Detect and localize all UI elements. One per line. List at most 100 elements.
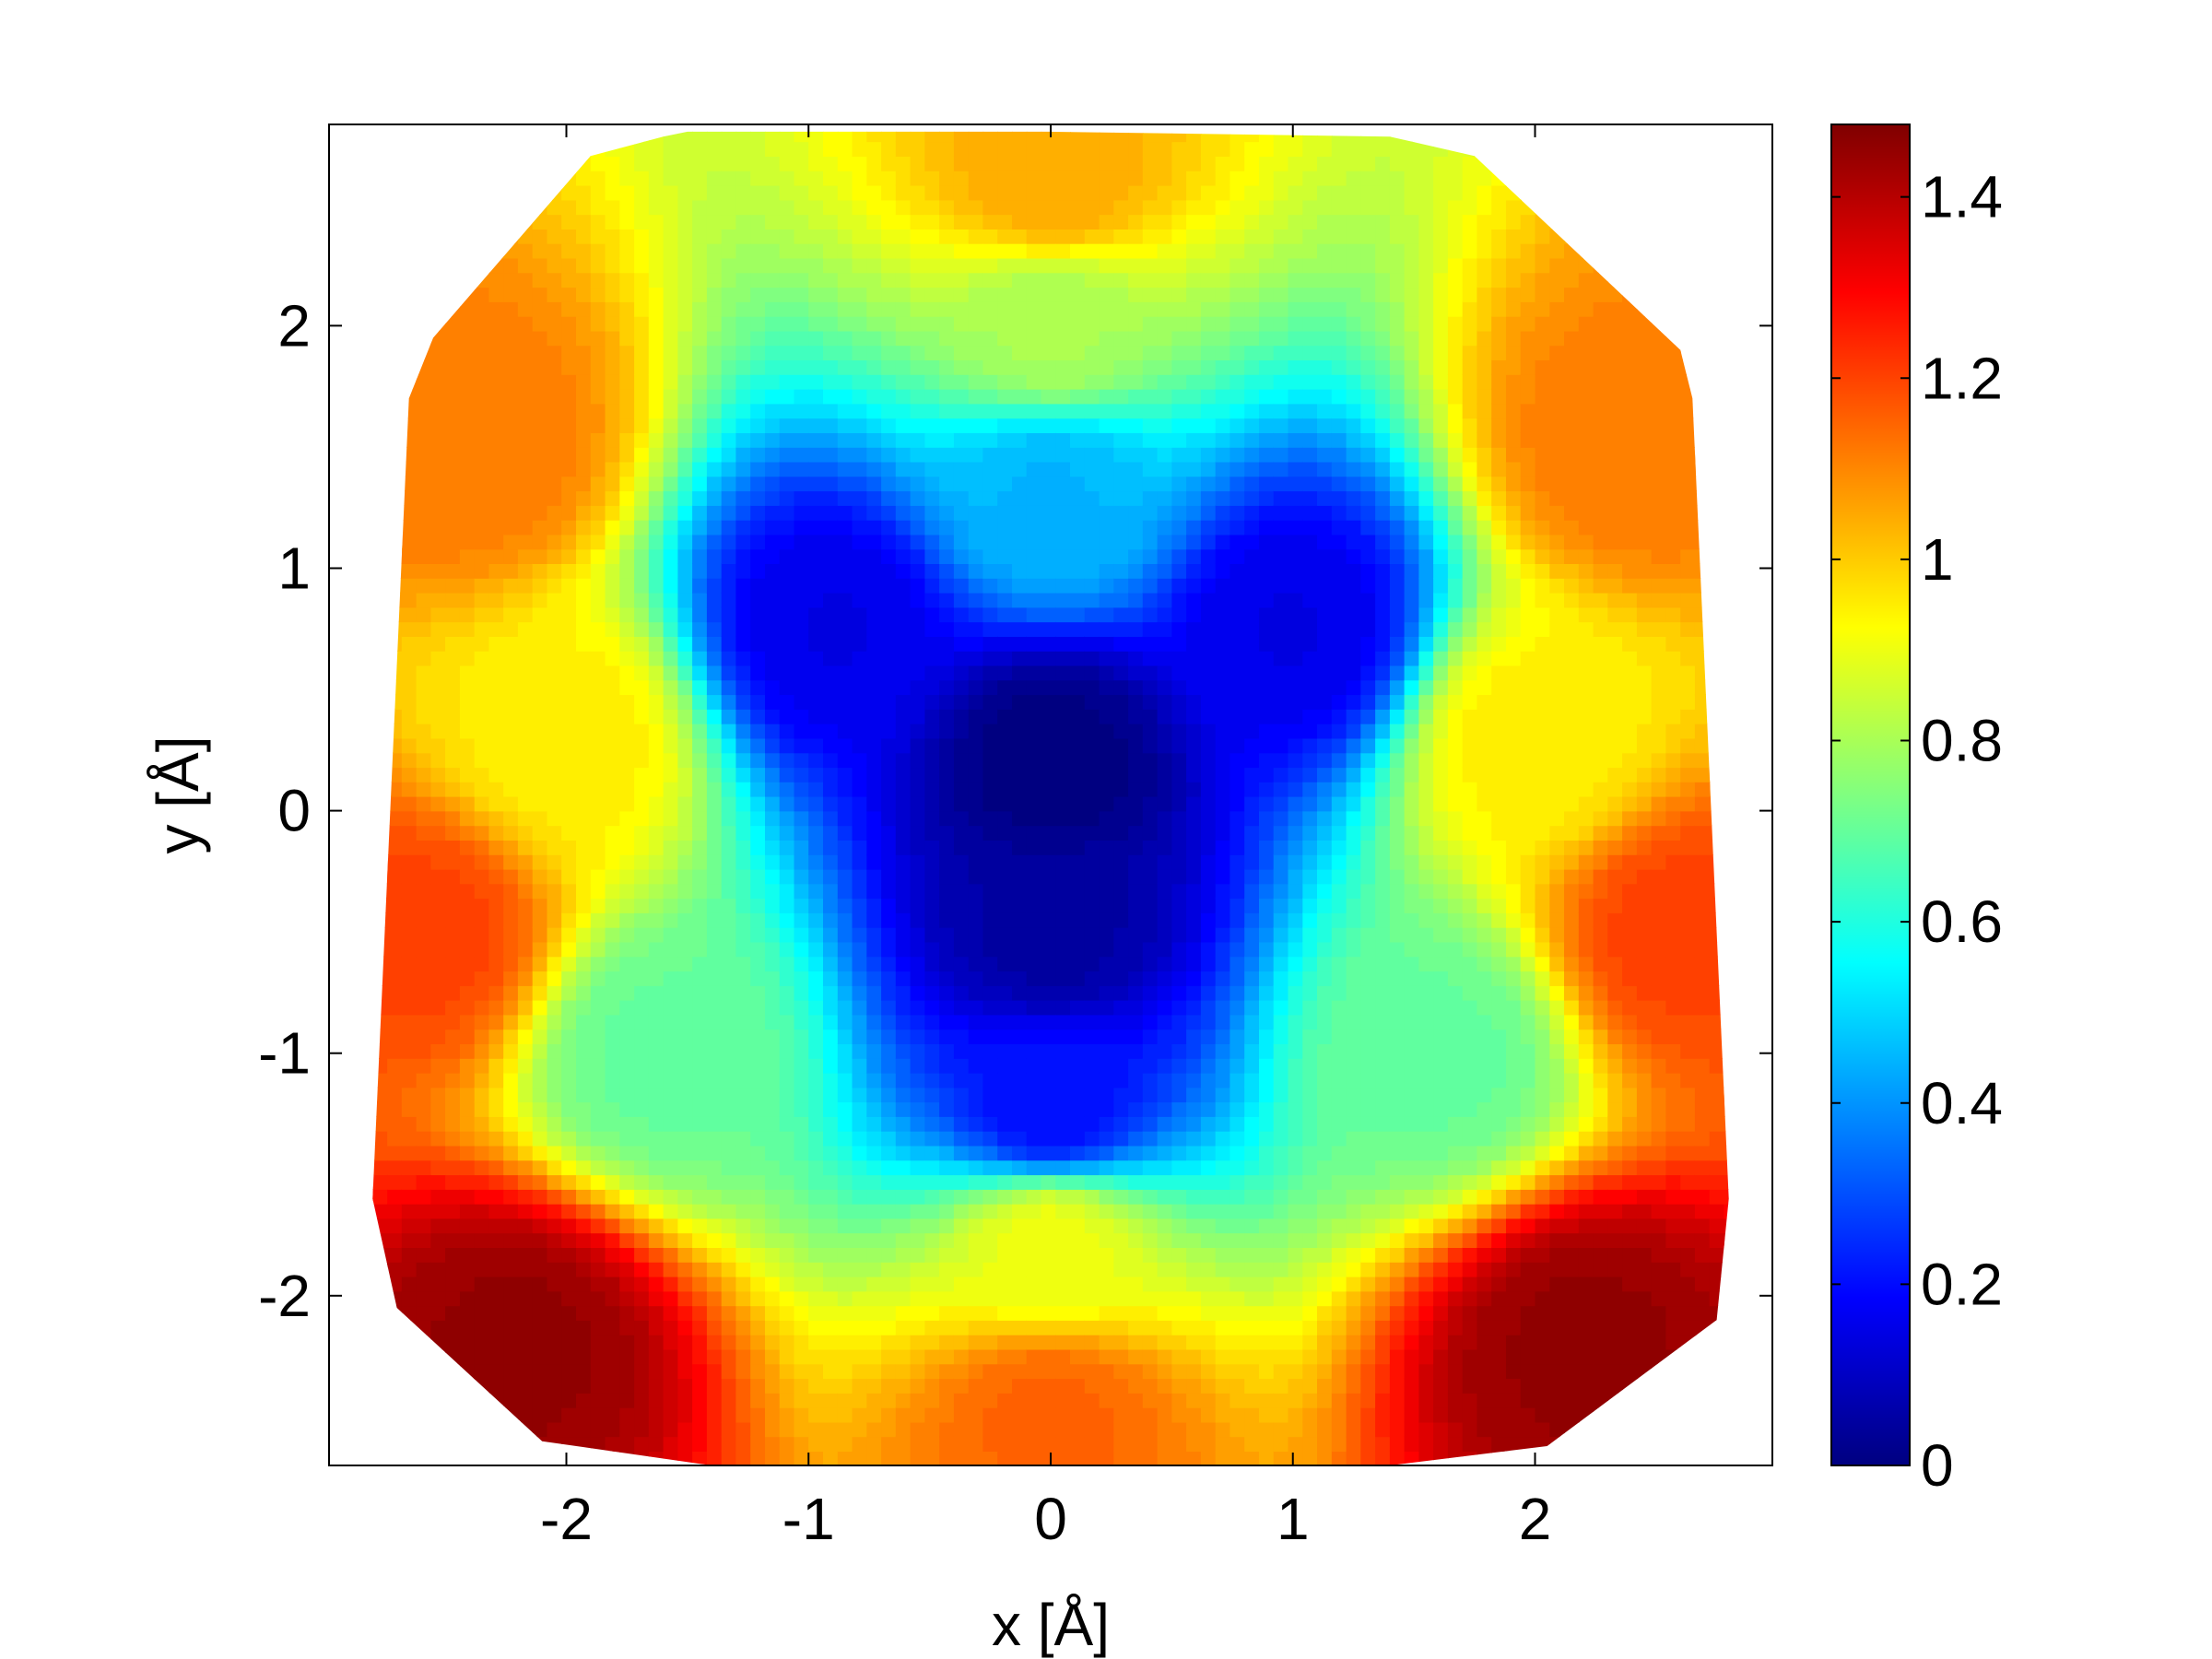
heatmap-cell <box>982 1087 998 1103</box>
heatmap-cell <box>1012 1029 1028 1044</box>
heatmap-cell <box>721 1421 737 1438</box>
heatmap-cell <box>706 345 723 360</box>
heatmap-cell <box>910 795 926 812</box>
heatmap-cell <box>692 374 708 390</box>
heatmap-cell <box>344 1232 359 1248</box>
heatmap-cell <box>372 1451 388 1465</box>
heatmap-cell <box>750 432 766 448</box>
heatmap-cell <box>1099 854 1115 870</box>
heatmap-cell <box>372 184 374 201</box>
heatmap-cell <box>692 1218 708 1234</box>
heatmap-cell <box>1026 548 1042 564</box>
heatmap-cell <box>401 1348 418 1365</box>
heatmap-cell <box>1012 650 1028 666</box>
heatmap-cell <box>808 214 824 229</box>
heatmap-cell <box>547 534 563 550</box>
heatmap-cell <box>721 723 737 739</box>
heatmap-cell <box>634 737 650 754</box>
heatmap-cell <box>750 287 766 302</box>
heatmap-cell <box>488 563 504 579</box>
heatmap-cell <box>445 374 461 390</box>
heatmap-cell <box>721 665 737 681</box>
heatmap-cell <box>663 534 679 550</box>
heatmap-cell <box>706 578 723 594</box>
heatmap-cell <box>1026 1436 1042 1452</box>
heatmap-cell <box>997 926 1013 943</box>
heatmap-cell <box>881 912 897 928</box>
heatmap-cell <box>1099 1116 1115 1132</box>
heatmap-cell <box>968 898 984 913</box>
heatmap-cell <box>1012 767 1028 782</box>
heatmap-cell <box>1099 1334 1115 1350</box>
heatmap-cell <box>794 1348 810 1365</box>
heatmap-cell <box>488 1262 504 1277</box>
heatmap-cell <box>445 694 461 710</box>
heatmap-cell <box>721 374 737 390</box>
heatmap-cell <box>387 679 403 696</box>
heatmap-cell <box>1012 985 1028 1001</box>
heatmap-cell <box>837 1334 853 1350</box>
heatmap-cell <box>372 795 388 812</box>
heatmap-cell <box>590 548 606 564</box>
heatmap-cell <box>561 679 577 696</box>
heatmap-cell <box>881 301 897 317</box>
heatmap-cell <box>488 505 504 521</box>
heatmap-cell <box>663 446 679 463</box>
heatmap-cell <box>547 1130 563 1147</box>
heatmap-cell <box>459 403 476 419</box>
heatmap-cell <box>924 854 940 870</box>
heatmap-cell <box>387 941 403 958</box>
heatmap-cell <box>634 199 650 216</box>
heatmap-cell <box>1084 883 1100 900</box>
heatmap-cell <box>910 229 926 244</box>
heatmap-cell <box>329 548 345 564</box>
heatmap-cell <box>372 242 374 259</box>
heatmap-cell <box>561 548 577 564</box>
heatmap-cell <box>968 679 984 696</box>
heatmap-cell <box>1084 519 1100 535</box>
heatmap-cell <box>401 636 418 652</box>
heatmap-cell <box>344 1043 359 1059</box>
heatmap-cell <box>605 301 621 317</box>
heatmap-cell <box>634 1087 650 1103</box>
heatmap-cell <box>1099 999 1115 1016</box>
heatmap-cell <box>547 1087 563 1103</box>
heatmap-cell <box>1026 621 1042 637</box>
heatmap-cell <box>387 141 403 157</box>
heatmap-cell <box>401 825 418 841</box>
heatmap-cell <box>503 941 519 958</box>
heatmap-cell <box>968 257 984 274</box>
heatmap-cell <box>648 709 665 724</box>
heatmap-cell <box>808 272 824 288</box>
heatmap-cell <box>1084 403 1100 419</box>
heatmap-cell <box>779 606 795 623</box>
heatmap-cell <box>837 548 853 564</box>
heatmap-cell <box>474 985 490 1001</box>
heatmap-cell <box>1055 519 1071 535</box>
heatmap-cell <box>401 1189 418 1205</box>
heatmap-cell <box>1012 131 1028 143</box>
heatmap-cell <box>852 752 868 769</box>
heatmap-cell <box>953 1305 970 1321</box>
heatmap-cell <box>488 1072 504 1088</box>
heatmap-cell <box>590 1305 606 1321</box>
heatmap-cell <box>344 243 359 259</box>
heatmap-cell <box>823 476 839 492</box>
heatmap-cell <box>372 418 374 433</box>
heatmap-cell <box>953 242 970 259</box>
heatmap-cell <box>1099 868 1115 885</box>
heatmap-cell <box>430 985 446 1001</box>
heatmap-cell <box>953 432 970 448</box>
heatmap-cell <box>1070 432 1086 448</box>
heatmap-cell <box>459 505 476 521</box>
heatmap-cell <box>576 1436 592 1452</box>
heatmap-cell <box>953 926 970 943</box>
heatmap-cell <box>430 171 446 186</box>
heatmap-cell <box>1012 1101 1028 1117</box>
heatmap-cell <box>663 1406 679 1423</box>
heatmap-cell <box>823 563 839 579</box>
heatmap-cell <box>416 534 432 550</box>
heatmap-cell <box>416 403 432 419</box>
heatmap-cell <box>1055 1130 1071 1147</box>
heatmap-cell <box>663 840 679 855</box>
